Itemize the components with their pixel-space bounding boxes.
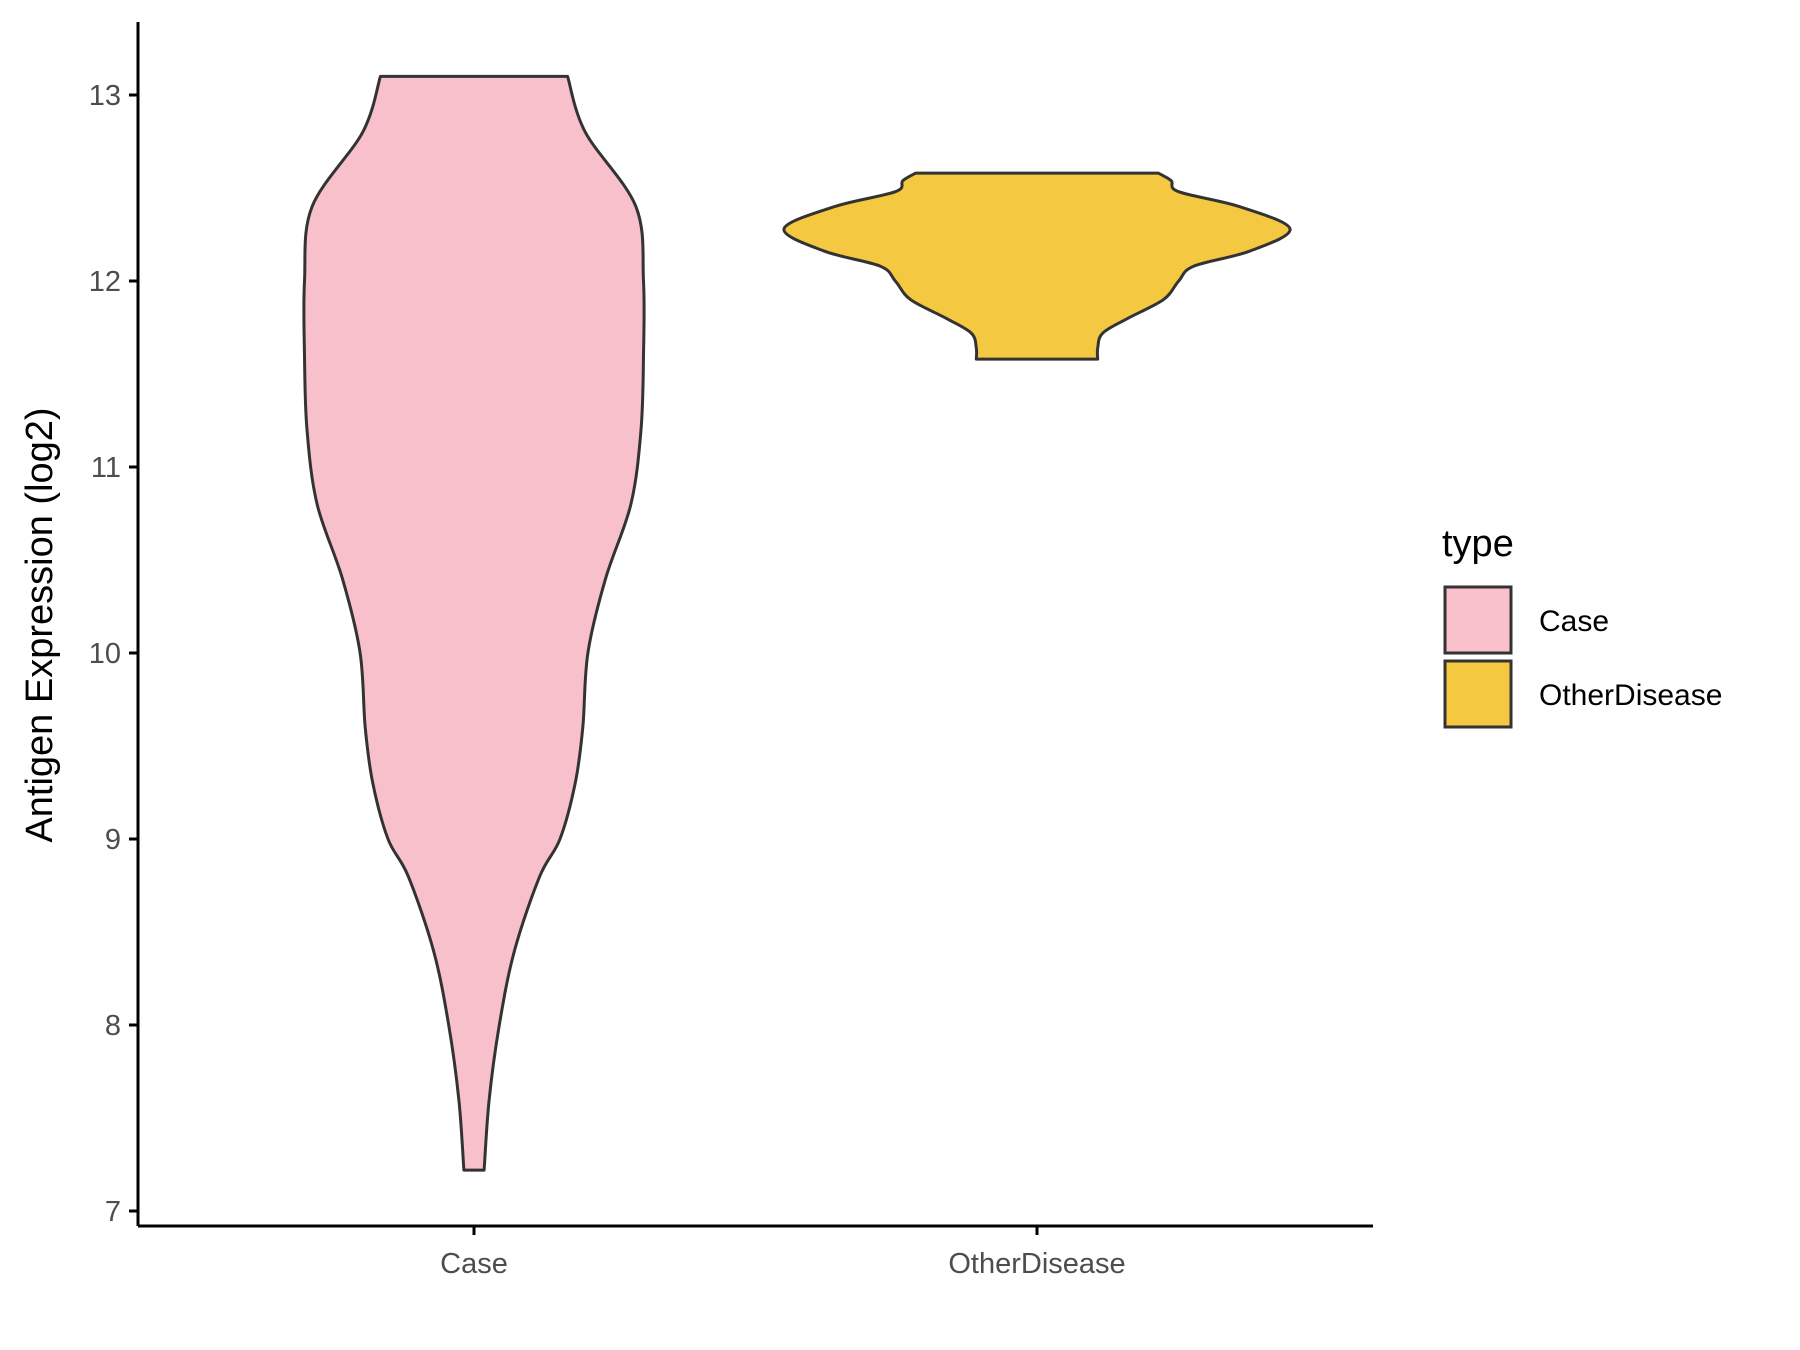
violin-case <box>302 74 646 1172</box>
y-tick-label: 8 <box>105 1010 121 1042</box>
x-tick-label: OtherDisease <box>948 1248 1125 1280</box>
x-tick-label: Case <box>440 1248 508 1280</box>
y-tick-label: 9 <box>105 824 121 856</box>
violin-otherdisease <box>782 171 1292 361</box>
y-axis-title: Antigen Expression (log2) <box>19 407 61 842</box>
legend-title: type <box>1442 523 1514 565</box>
legend-swatch-otherdisease <box>1443 659 1513 729</box>
y-tick-label: 11 <box>91 452 121 484</box>
legend: type Case OtherDisease <box>1442 523 1722 729</box>
y-tick-label: 10 <box>89 638 121 670</box>
legend-label: Case <box>1539 605 1609 638</box>
y-tick-label: 13 <box>89 80 121 112</box>
violin-layer <box>302 74 1292 1172</box>
legend-swatch-case <box>1443 585 1513 655</box>
y-ticks: 7 8 9 10 11 12 13 <box>89 80 138 1228</box>
y-tick-label: 12 <box>89 266 121 298</box>
legend-label: OtherDisease <box>1539 679 1722 712</box>
y-tick-label: 7 <box>105 1196 121 1228</box>
x-ticks: Case OtherDisease <box>440 1226 1126 1280</box>
